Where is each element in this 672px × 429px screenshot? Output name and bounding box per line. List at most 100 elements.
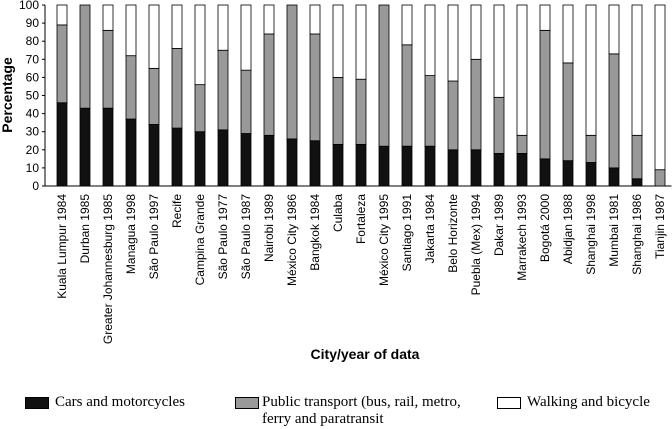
bar-segment [516, 153, 528, 187]
x-tick-label: México City 1986 [285, 194, 299, 286]
x-tick-label: Kuala Lumpur 1984 [55, 194, 69, 299]
bar-segment [217, 129, 229, 187]
bar-segment [539, 29, 551, 160]
bar-segment [240, 4, 252, 71]
x-tick-label: Marrakech 1993 [515, 194, 529, 281]
y-tick-label: 60 [26, 70, 40, 84]
bar-segment [493, 96, 505, 154]
y-tick-label: 70 [26, 52, 40, 66]
y-tick-label: 80 [26, 34, 40, 48]
x-tick-label: Fortaleza [354, 194, 368, 244]
bar-segment [263, 33, 275, 136]
bar-segment [654, 4, 666, 171]
bar-segment [654, 169, 666, 187]
bar-segment [309, 140, 321, 187]
x-tick-label: Shanghai 1998 [584, 194, 598, 275]
bar-segment [240, 69, 252, 134]
bar-segment [79, 107, 91, 187]
bar-segment [194, 84, 206, 133]
y-axis-title: Percentage [0, 57, 15, 133]
y-tick-label: 40 [26, 107, 40, 121]
bar-segment [424, 145, 436, 187]
bar-segment [171, 127, 183, 187]
x-tick-label: Nairobi 1989 [262, 194, 276, 262]
bar-segment [585, 162, 597, 187]
bar-segment [424, 4, 436, 76]
x-tick-label: São Paulo 1977 [216, 194, 230, 280]
bar-segment [217, 49, 229, 131]
bar-segment [562, 62, 574, 162]
bar-segment [447, 80, 459, 151]
x-tick-label: Greater Johannesburg 1985 [101, 194, 115, 344]
bar-segment [631, 4, 643, 136]
legend-swatch [25, 397, 49, 409]
y-tick-label: 30 [26, 125, 40, 139]
bar-segment [102, 4, 114, 31]
bar-segment [125, 55, 137, 120]
bar-segment [148, 67, 160, 125]
x-tick-label: Abidjan 1988 [561, 194, 575, 264]
bar-segment [585, 134, 597, 163]
bar-segment [240, 133, 252, 187]
bar-segment [516, 134, 528, 154]
bar-segment [56, 24, 68, 104]
bar-segment [355, 143, 367, 187]
bar-segment [171, 4, 183, 49]
bar-segment [217, 4, 229, 51]
bar-segment [171, 48, 183, 129]
legend-label: Walking and bicycle [527, 394, 650, 410]
y-tick-label: 20 [26, 143, 40, 157]
bar-segment [470, 4, 482, 60]
bar-segment [447, 149, 459, 187]
y-tick-label: 50 [26, 89, 40, 103]
bar-segment [332, 143, 344, 187]
bar-segment [470, 149, 482, 187]
bar-segment [125, 4, 137, 57]
x-tick-label: Tianjin 1987 [653, 194, 667, 259]
bar-segment [355, 4, 367, 80]
x-tick-label: Dakar 1989 [492, 194, 506, 256]
y-tick-label: 10 [26, 161, 40, 175]
bar-segment [378, 4, 390, 147]
bar-segment [470, 58, 482, 151]
bar-segment [79, 4, 91, 109]
bar-segment [608, 53, 620, 169]
bar-segment [263, 134, 275, 187]
x-tick-label: Mumbai 1981 [607, 194, 621, 267]
legend-label: Public transport (bus, rail, metro, ferr… [262, 394, 461, 427]
x-axis-title: City/year of data [311, 346, 420, 362]
bar-segment [447, 4, 459, 82]
bar-segment [56, 4, 68, 26]
bar-segment [286, 4, 298, 140]
x-tick-label: Puebla (Mex) 1994 [469, 194, 483, 296]
x-tick-label: Campina Grande [193, 194, 207, 286]
x-tick-label: Belo Horizonte [446, 194, 460, 273]
y-tick-label: 90 [26, 16, 40, 30]
x-tick-label: São Paulo 1997 [147, 194, 161, 280]
bar-segment [401, 4, 413, 46]
bar-segment [493, 4, 505, 98]
y-tick-label: 100 [19, 0, 39, 12]
bar-segment [539, 158, 551, 187]
bar-segment [56, 102, 68, 187]
bar-segment [562, 160, 574, 187]
bar-segment [355, 78, 367, 145]
bar-segment [631, 178, 643, 187]
x-tick-label: Durban 1985 [78, 194, 92, 264]
x-tick-label: Culaba [331, 194, 345, 232]
bar-segment [493, 153, 505, 187]
legend-swatch [497, 397, 521, 409]
x-tick-label: México City 1995 [377, 194, 391, 286]
x-tick-label: Managua 1998 [124, 194, 138, 274]
bar-segment [332, 4, 344, 78]
x-tick-label: Recife [170, 194, 184, 228]
bar-segment [562, 4, 574, 64]
bar-segment [378, 145, 390, 187]
x-tick-label: São Paulo 1987 [239, 194, 253, 280]
x-tick-label: Jakarta 1984 [423, 194, 437, 264]
bar-segment [263, 4, 275, 35]
y-tick-label: 0 [32, 179, 39, 193]
bar-segment [286, 138, 298, 187]
